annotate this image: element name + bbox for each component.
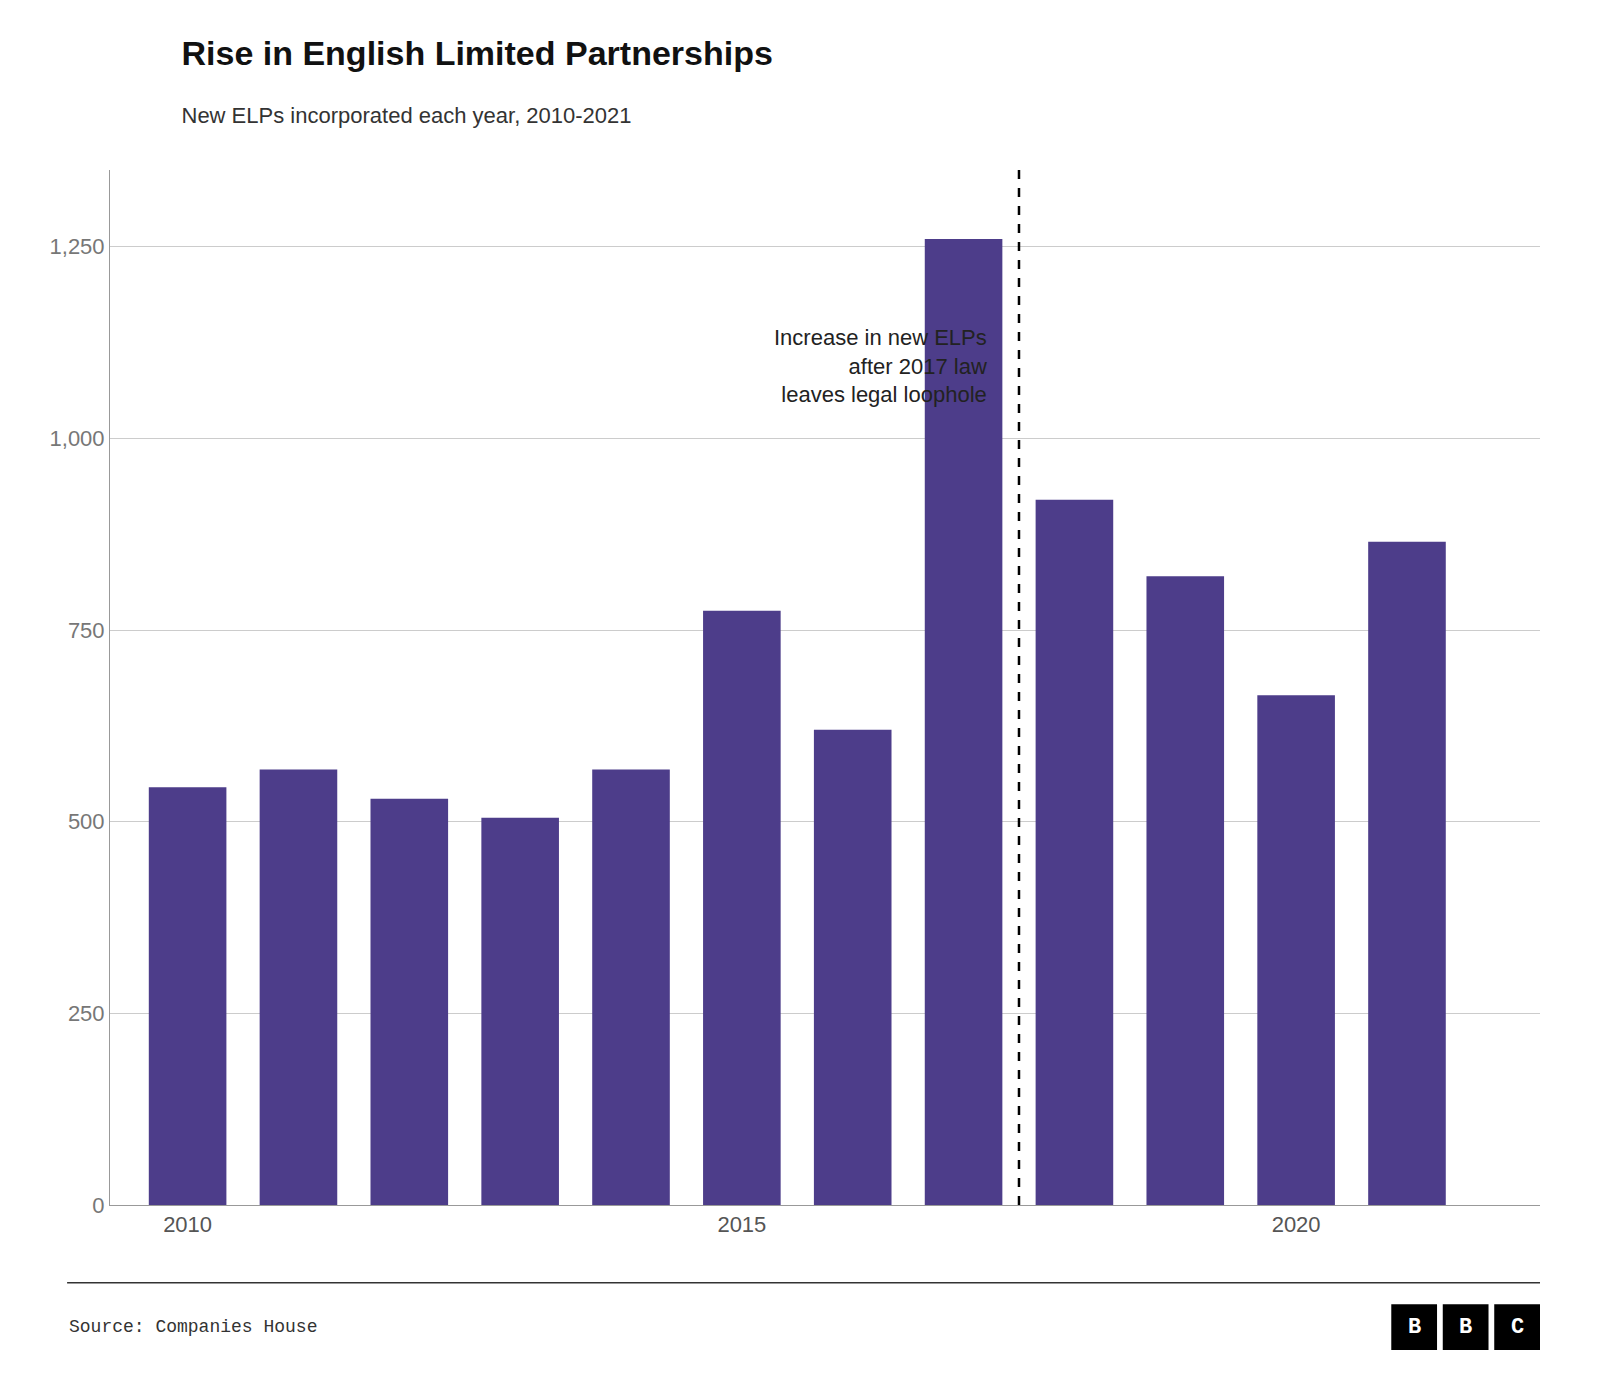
svg-text:2010: 2010 <box>163 1212 212 1237</box>
svg-text:New ELPs incorporated each yea: New ELPs incorporated each year, 2010-20… <box>182 103 632 128</box>
svg-text:750: 750 <box>68 618 105 643</box>
svg-text:1,250: 1,250 <box>50 234 105 259</box>
svg-text:2020: 2020 <box>1272 1212 1321 1237</box>
svg-text:B: B <box>1408 1315 1421 1340</box>
svg-text:1,000: 1,000 <box>50 426 105 451</box>
svg-text:Increase in new ELPsafter 2017: Increase in new ELPsafter 2017 lawleaves… <box>774 325 987 407</box>
svg-text:2015: 2015 <box>717 1212 766 1237</box>
svg-text:Rise in English Limited Partne: Rise in English Limited Partnerships <box>182 34 773 72</box>
svg-text:250: 250 <box>68 1001 105 1026</box>
svg-text:Source: Companies House: Source: Companies House <box>69 1317 317 1337</box>
svg-text:500: 500 <box>68 809 105 834</box>
svg-text:B: B <box>1459 1315 1472 1340</box>
svg-text:C: C <box>1511 1315 1524 1340</box>
svg-text:0: 0 <box>92 1193 104 1218</box>
